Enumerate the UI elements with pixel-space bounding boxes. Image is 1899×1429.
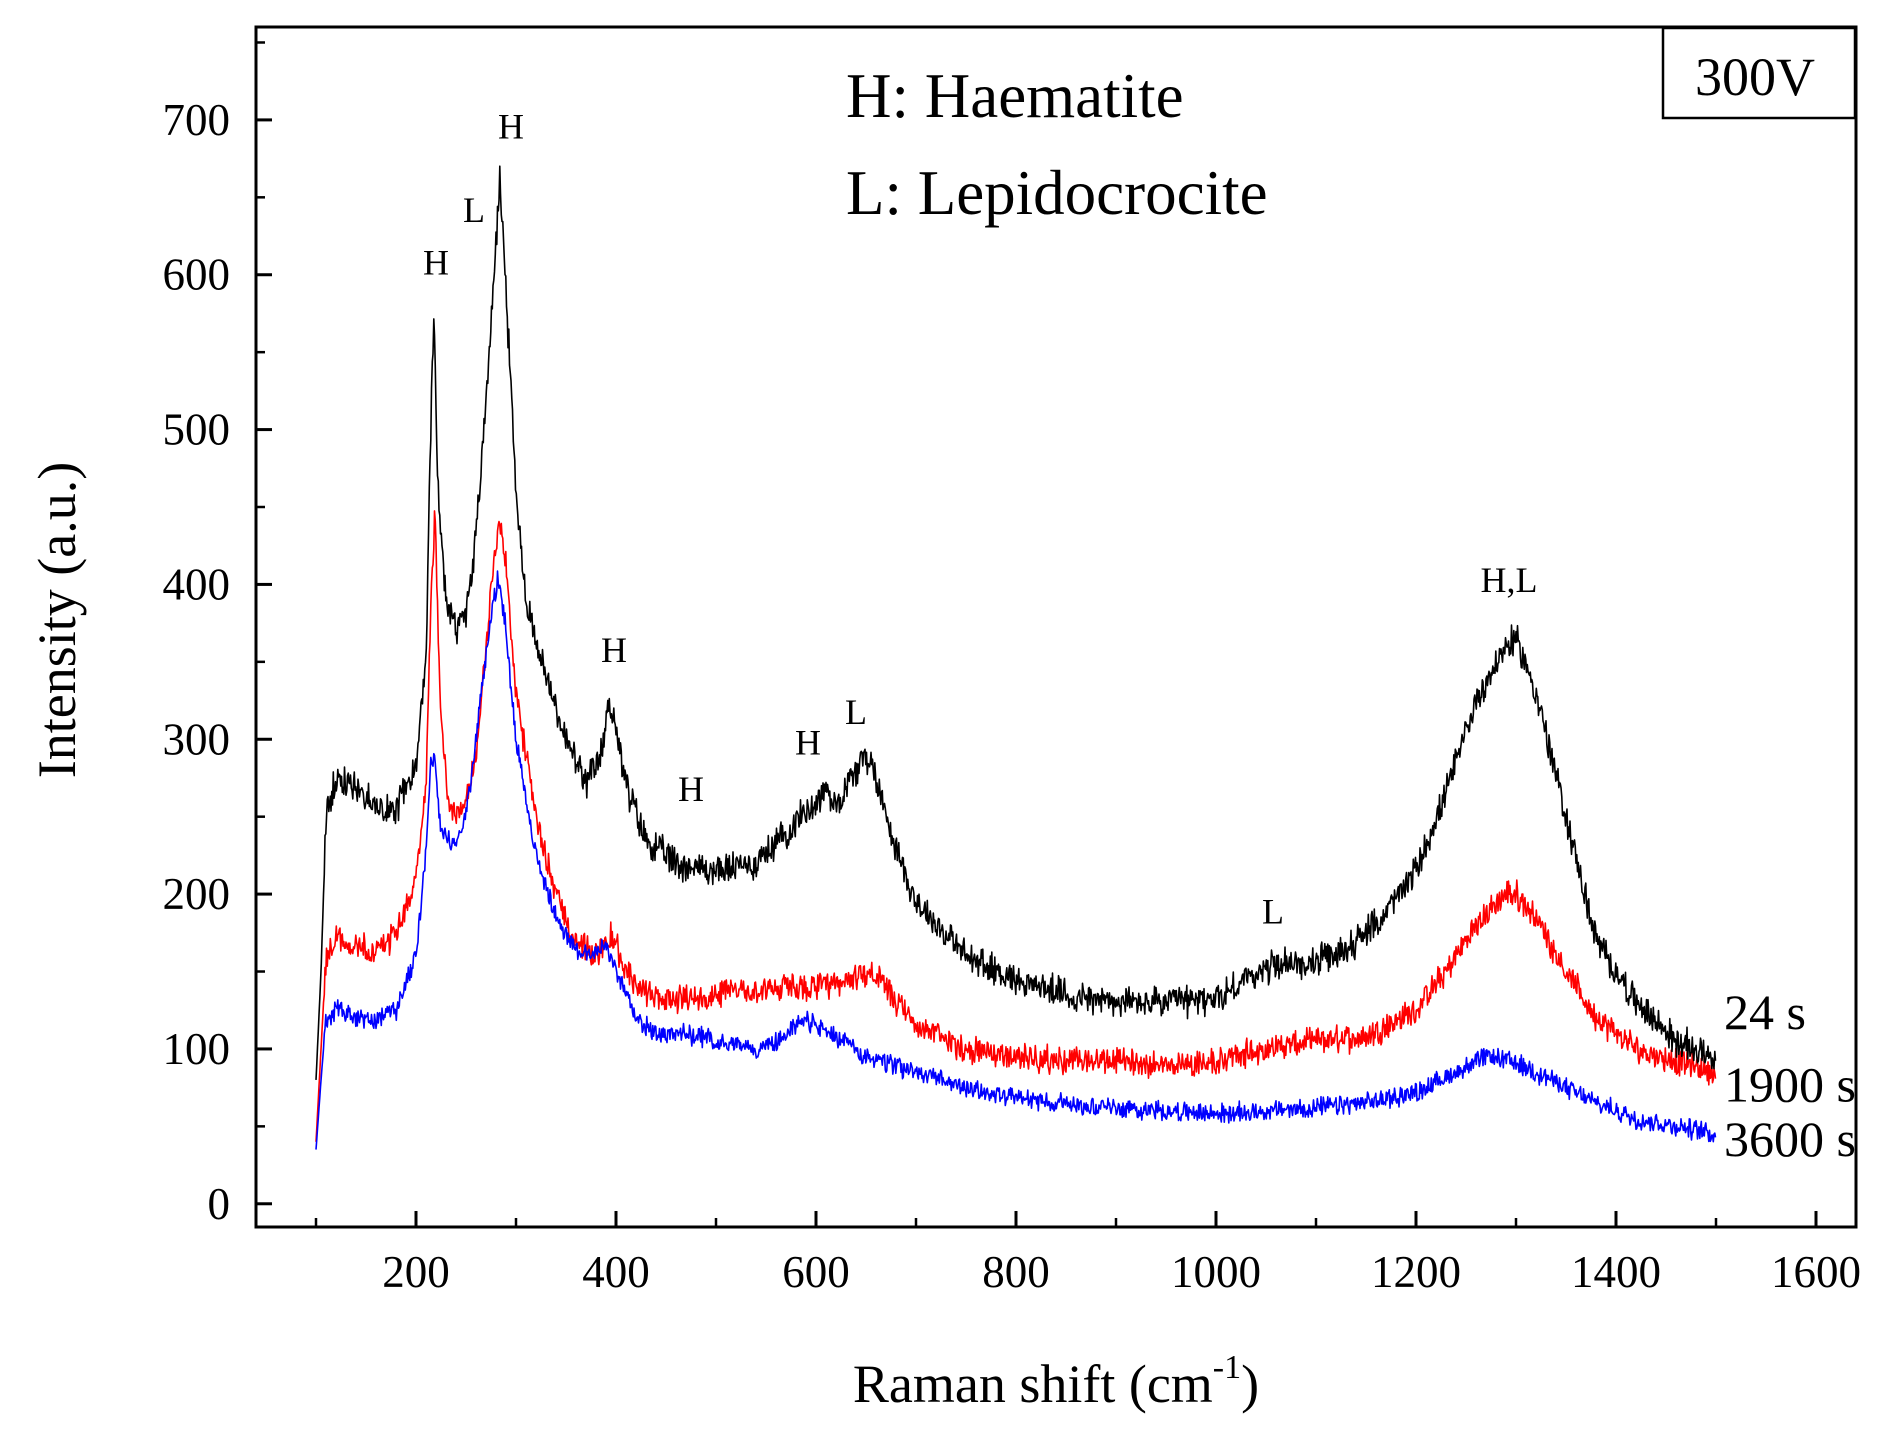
y-axis: 0 100 200 300 400 500 600 700	[163, 41, 272, 1229]
x-axis: 200 400 600 800 1000 1200 1400 1600	[314, 1211, 1861, 1297]
series-line-1900s	[315, 510, 1717, 1142]
x-axis-title-superscript: -1	[1213, 1349, 1241, 1386]
x-tick-label: 800	[982, 1247, 1050, 1297]
peak-annotation: L	[1262, 892, 1284, 932]
legend-line-haematite: H: Haematite	[846, 61, 1184, 131]
plot-frame	[254, 25, 1858, 1229]
series-label: 3600 s	[1724, 1111, 1856, 1167]
peak-annotation: H	[795, 723, 821, 763]
peak-annotation: H	[423, 243, 449, 283]
y-tick-label: 200	[163, 869, 231, 919]
y-tick-label: 400	[163, 559, 231, 609]
peak-annotation: H	[678, 769, 704, 809]
x-axis-title-close: )	[1241, 1354, 1259, 1414]
legend-line-lepidocrocite: L: Lepidocrocite	[846, 158, 1268, 228]
peak-annotation: H	[498, 106, 524, 146]
peak-annotation: L	[463, 190, 485, 230]
voltage-label: 300V	[1695, 47, 1815, 107]
x-tick-label: 1000	[1171, 1247, 1261, 1297]
x-tick-label: 600	[782, 1247, 850, 1297]
y-tick-label: 700	[163, 95, 231, 145]
peak-annotation: L	[845, 692, 867, 732]
x-tick-label: 1400	[1571, 1247, 1661, 1297]
peak-annotation: H,L	[1481, 560, 1538, 600]
series-group	[315, 165, 1717, 1150]
series-line-24s	[315, 165, 1717, 1080]
x-tick-label: 1600	[1771, 1247, 1861, 1297]
y-tick-label: 0	[208, 1179, 231, 1229]
voltage-box-border	[1661, 26, 1857, 120]
peak-annotation: H	[601, 630, 627, 670]
y-tick-label: 600	[163, 250, 231, 300]
series-label: 24 s	[1724, 984, 1806, 1040]
voltage-box: 300V	[1661, 26, 1857, 120]
x-tick-label: 400	[582, 1247, 650, 1297]
y-axis-title: Intensity (a.u.)	[27, 462, 87, 778]
y-tick-label: 100	[163, 1024, 231, 1074]
x-tick-label: 200	[382, 1247, 450, 1297]
x-axis-title-main: Raman shift (cm	[853, 1354, 1213, 1414]
y-tick-label: 500	[163, 405, 231, 455]
x-tick-label: 1200	[1371, 1247, 1461, 1297]
x-axis-title: Raman shift (cm-1)	[853, 1349, 1259, 1414]
series-line-3600s	[315, 570, 1717, 1150]
y-tick-label: 300	[163, 714, 231, 764]
series-label: 1900 s	[1724, 1057, 1856, 1113]
